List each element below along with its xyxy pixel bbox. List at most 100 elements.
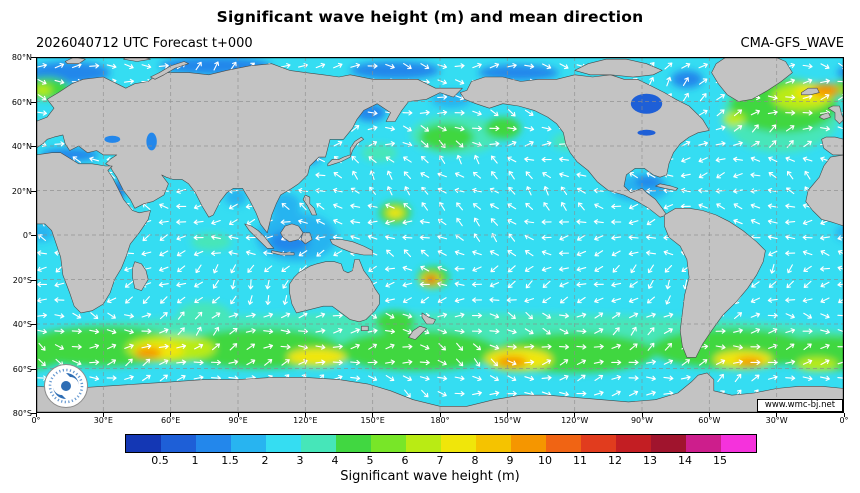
lat-tick-mark bbox=[31, 101, 36, 103]
colorbar-segment bbox=[651, 435, 686, 452]
colorbar-segment bbox=[126, 435, 161, 452]
colorbar-segment bbox=[301, 435, 336, 452]
lon-tick-mark bbox=[776, 413, 778, 417]
land-uk bbox=[828, 105, 844, 125]
lat-tick-mark bbox=[31, 368, 36, 370]
lon-tick-label: 30°E bbox=[93, 416, 113, 425]
land-nz_north bbox=[421, 312, 436, 325]
land-canadian_arctic bbox=[574, 58, 663, 78]
lat-tick-label: 80°N bbox=[11, 53, 32, 62]
lat-tick-mark bbox=[31, 279, 36, 281]
lat-tick-label: 60°N bbox=[11, 97, 32, 107]
lat-tick-label: 0° bbox=[22, 231, 32, 240]
lon-tick-mark bbox=[439, 413, 441, 417]
colorbar-label: Significant wave height (m) bbox=[340, 469, 520, 484]
lat-tick-mark bbox=[31, 235, 36, 236]
land-madagascar bbox=[132, 261, 149, 291]
lat-tick-label: 80°S bbox=[12, 409, 32, 418]
colorbar-tick-label: 10 bbox=[538, 454, 552, 467]
lat-tick-mark bbox=[31, 324, 36, 325]
colorbar-tick-label: 0.5 bbox=[151, 454, 169, 467]
lon-tick-label: 60°W bbox=[698, 416, 721, 425]
lon-tick-label: 150°W bbox=[493, 416, 521, 425]
lon-tick-mark bbox=[506, 413, 508, 417]
land-iceland bbox=[801, 87, 820, 96]
land-iberia bbox=[821, 136, 844, 156]
lat-tick-label: 60°S bbox=[12, 364, 32, 374]
subtitle-row: 2026040712 UTC Forecast t+000 CMA-GFS_WA… bbox=[36, 36, 844, 51]
lon-tick-label: 0° bbox=[839, 416, 849, 425]
colorbar-segment bbox=[196, 435, 231, 452]
lat-tick-label: 20°N bbox=[11, 186, 32, 196]
colorbar-segment bbox=[441, 435, 476, 452]
lat-tick-label: 20°S bbox=[12, 275, 32, 285]
colorbar-tick-label: 3 bbox=[296, 454, 304, 467]
forecast-init-label: 2026040712 UTC Forecast t+000 bbox=[36, 36, 253, 51]
land-tasmania bbox=[361, 325, 369, 331]
lon-tick-mark bbox=[102, 413, 104, 417]
lon-tick-label: 60°E bbox=[161, 416, 181, 425]
lon-tick-label: 150°E bbox=[360, 416, 385, 425]
land-java bbox=[271, 250, 295, 256]
colorbar-segment bbox=[336, 435, 371, 452]
lon-tick-mark bbox=[170, 413, 172, 417]
colorbar-tick-label: 7 bbox=[436, 454, 444, 467]
land-south_america bbox=[664, 208, 766, 358]
land-novaya_zemlya bbox=[150, 61, 189, 80]
lat-tick-mark bbox=[31, 413, 36, 414]
lon-tick-mark bbox=[843, 413, 845, 417]
watermark: www.wmc-bj.net bbox=[757, 399, 843, 412]
colorbar-tick-label: 4 bbox=[331, 454, 339, 467]
lat-tick-mark bbox=[31, 190, 36, 192]
land-australia bbox=[289, 259, 380, 323]
colorbar-tick-label: 6 bbox=[401, 454, 409, 467]
colorbar-tick-label: 5 bbox=[366, 454, 374, 467]
lon-tick-mark bbox=[304, 413, 306, 417]
cyclone-logo-icon bbox=[44, 364, 88, 408]
map-border bbox=[35, 56, 845, 414]
colorbar-tick-label: 8 bbox=[471, 454, 479, 467]
colorbar-tick-label: 13 bbox=[643, 454, 657, 467]
map-canvas bbox=[35, 56, 845, 414]
land-greenland bbox=[711, 57, 793, 102]
colorbar-tick-label: 12 bbox=[608, 454, 622, 467]
colorbar-segment bbox=[581, 435, 616, 452]
lat-tick-label: 40°N bbox=[11, 142, 32, 151]
lat-tick-mark bbox=[31, 146, 36, 147]
land-ireland bbox=[819, 112, 831, 120]
gridlines bbox=[36, 57, 844, 413]
lon-tick-label: 120°E bbox=[293, 416, 318, 425]
lon-tick-mark bbox=[35, 413, 37, 417]
land-africa bbox=[36, 152, 151, 314]
colorbar-segment bbox=[476, 435, 511, 452]
lat-tick-label: 40°S bbox=[12, 320, 32, 329]
colorbar bbox=[125, 434, 757, 453]
colorbar-tick-label: 11 bbox=[573, 454, 587, 467]
lon-tick-label: 90°E bbox=[228, 416, 248, 425]
colorbar-segment bbox=[686, 435, 721, 452]
colorbar-segment bbox=[511, 435, 546, 452]
colorbar-segment bbox=[406, 435, 441, 452]
wave-map-svg bbox=[35, 56, 845, 414]
land-west_africa bbox=[805, 154, 844, 227]
colorbar-tick-label: 1.5 bbox=[221, 454, 239, 467]
chart-title: Significant wave height (m) and mean dir… bbox=[216, 8, 644, 26]
model-name-label: CMA-GFS_WAVE bbox=[740, 36, 844, 51]
lon-tick-label: 180° bbox=[430, 416, 450, 425]
land-philippines bbox=[302, 194, 317, 216]
land-sulawesi bbox=[300, 232, 313, 245]
colorbar-tick-label: 14 bbox=[678, 454, 692, 467]
lat-tick-mark bbox=[31, 57, 36, 58]
lon-tick-label: 120°W bbox=[561, 416, 589, 425]
colorbar-segment bbox=[721, 435, 756, 452]
lon-tick-label: 30°W bbox=[765, 416, 788, 425]
lon-tick-mark bbox=[574, 413, 576, 417]
lon-tick-label: 0° bbox=[31, 416, 41, 425]
colorbar-segment bbox=[161, 435, 196, 452]
lon-tick-mark bbox=[237, 413, 239, 417]
colorbar-segment bbox=[266, 435, 301, 452]
colorbar-tick-label: 9 bbox=[506, 454, 514, 467]
lon-tick-mark bbox=[372, 413, 374, 417]
colorbar-tick-label: 1 bbox=[191, 454, 199, 467]
